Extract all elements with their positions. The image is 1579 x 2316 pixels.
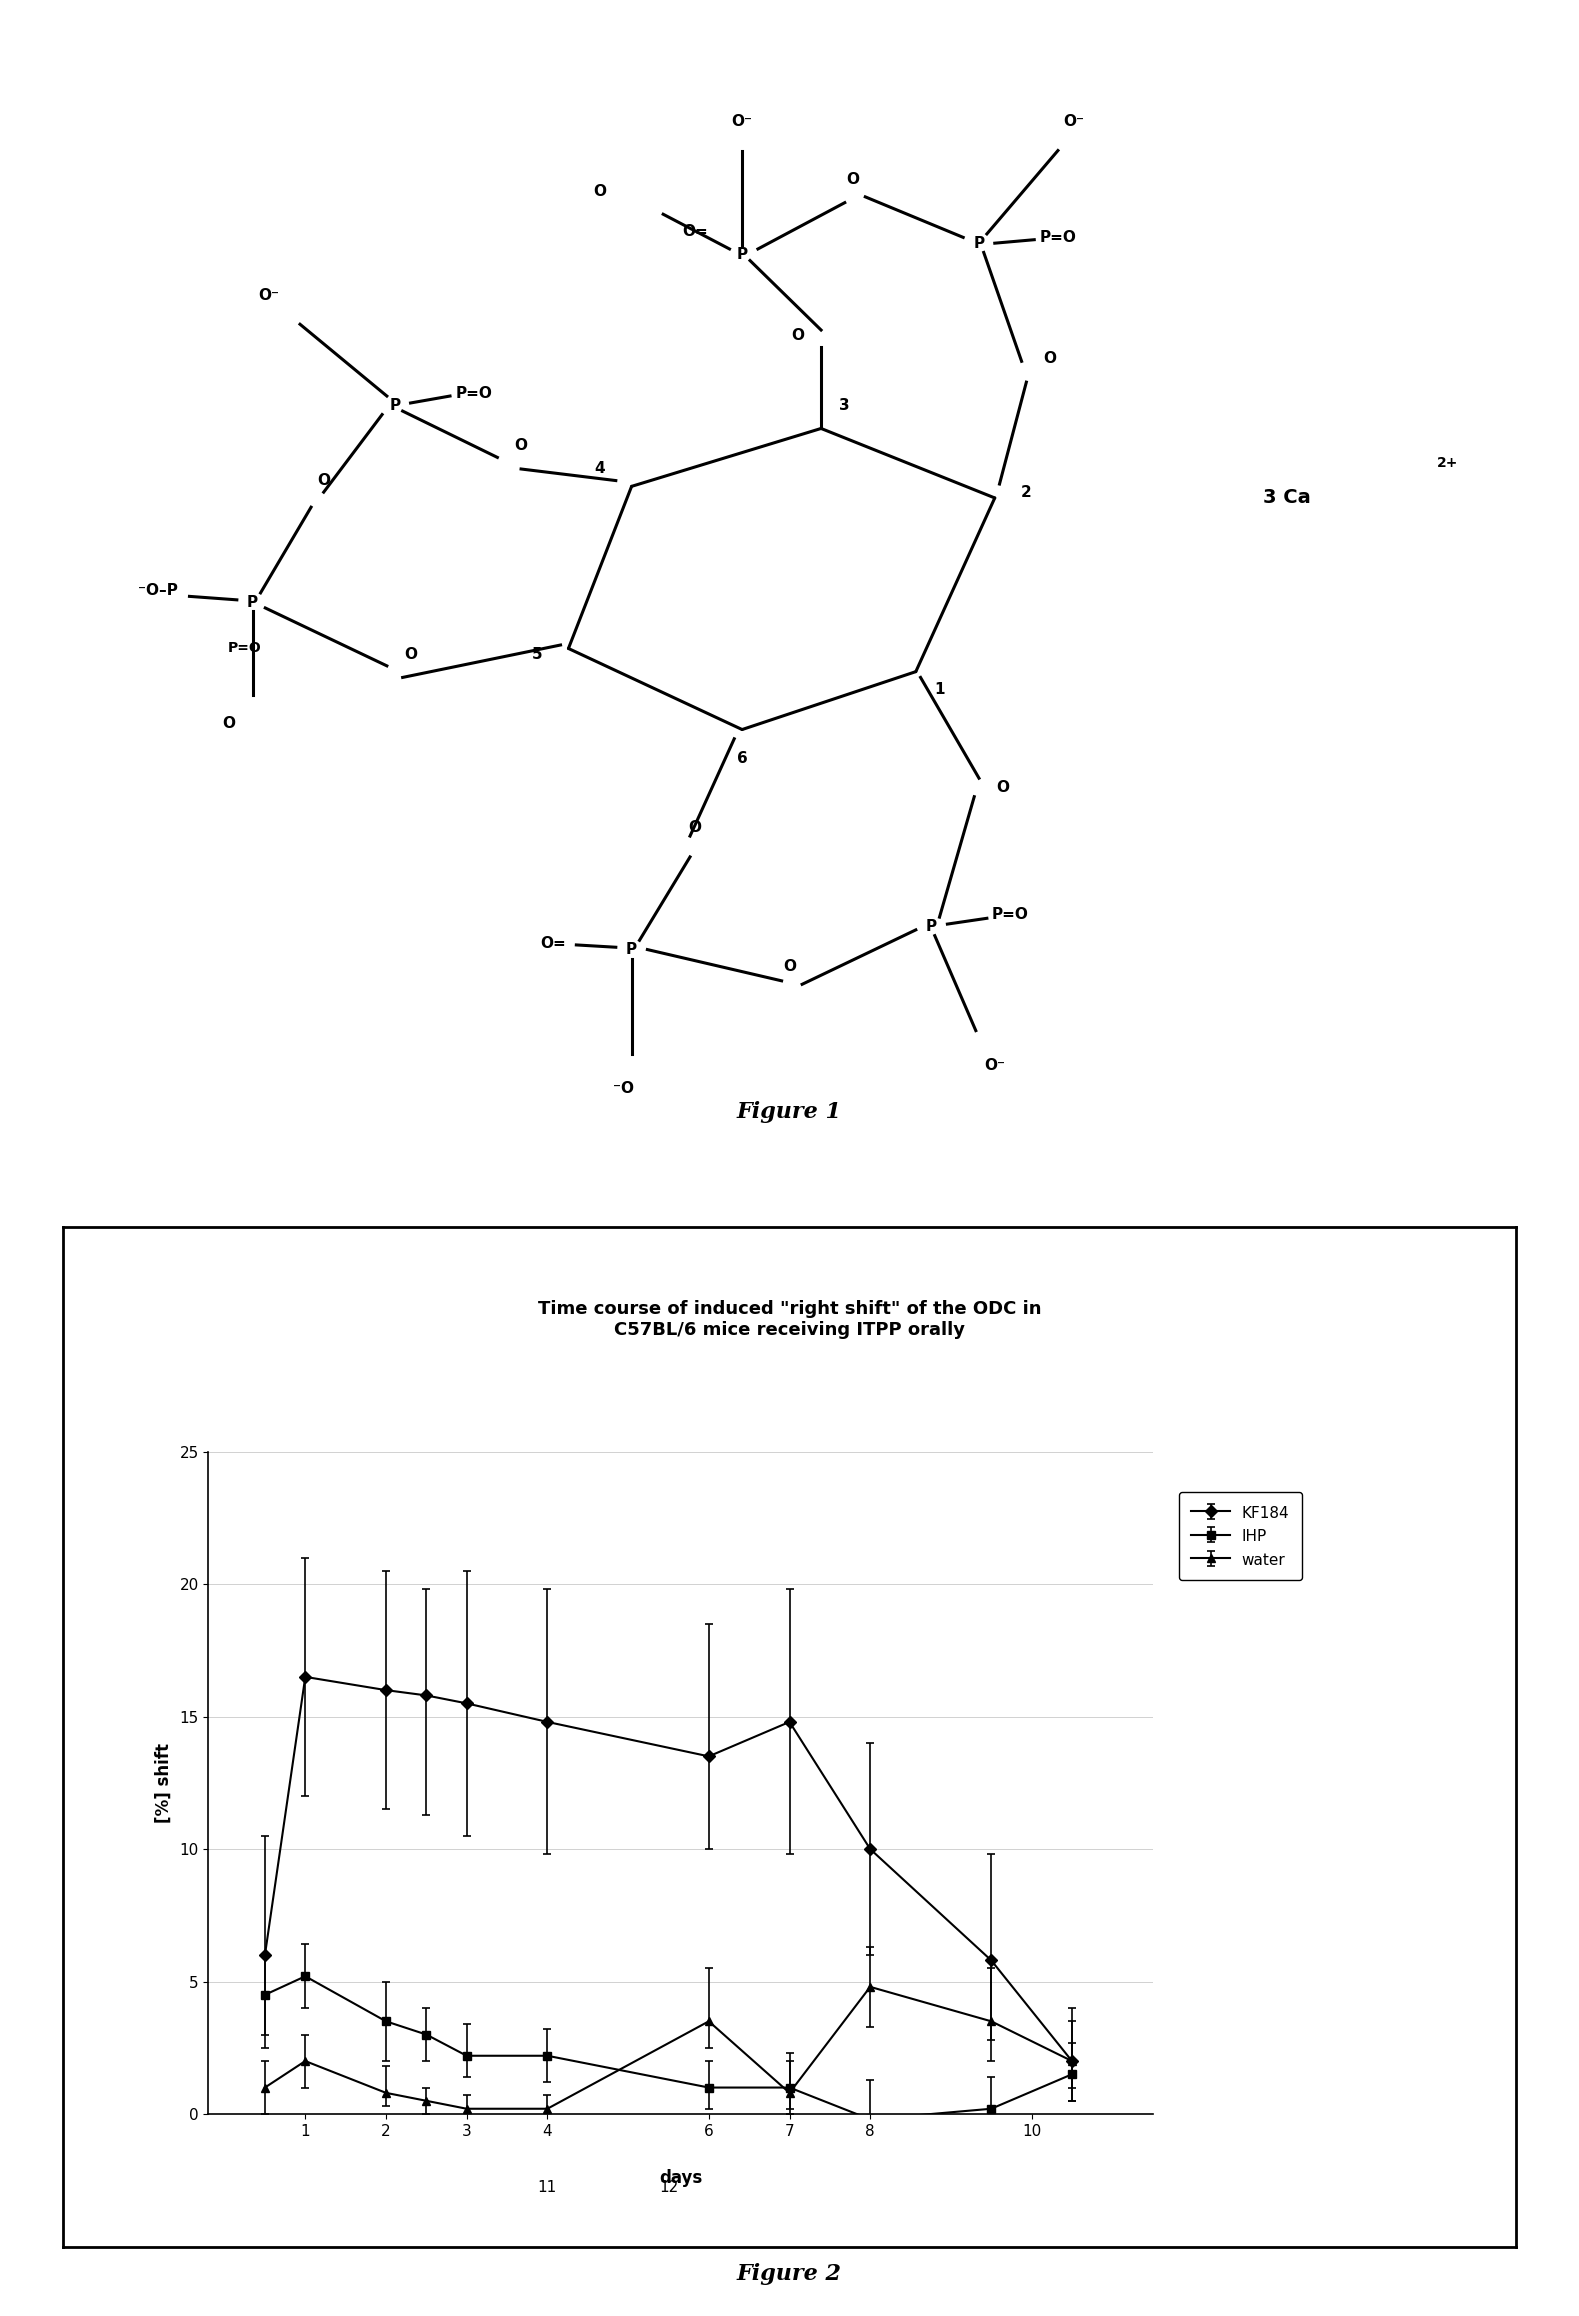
Text: P=O: P=O bbox=[227, 642, 262, 655]
Text: O: O bbox=[317, 472, 330, 489]
Text: 11: 11 bbox=[538, 2179, 557, 2196]
Text: O: O bbox=[996, 780, 1009, 794]
Text: O=: O= bbox=[540, 936, 565, 952]
Text: O: O bbox=[1044, 352, 1056, 366]
Text: P: P bbox=[925, 919, 938, 933]
Text: P: P bbox=[625, 943, 638, 957]
Text: O=: O= bbox=[682, 225, 707, 239]
Text: 4: 4 bbox=[595, 461, 605, 477]
Text: P=O: P=O bbox=[1039, 229, 1077, 245]
Text: P: P bbox=[246, 595, 259, 609]
Text: 2+: 2+ bbox=[1437, 456, 1459, 470]
Text: O: O bbox=[688, 820, 701, 836]
Text: O: O bbox=[791, 329, 804, 343]
Text: 12: 12 bbox=[658, 2179, 677, 2196]
Text: P: P bbox=[973, 236, 985, 250]
Text: 3 Ca: 3 Ca bbox=[1263, 489, 1311, 507]
Text: 5: 5 bbox=[532, 646, 542, 662]
Text: O: O bbox=[846, 171, 859, 188]
Text: Time course of induced "right shift" of the ODC in
C57BL/6 mice receiving ITPP o: Time course of induced "right shift" of … bbox=[538, 1299, 1041, 1339]
Text: Figure 2: Figure 2 bbox=[737, 2263, 842, 2286]
Text: 6: 6 bbox=[737, 750, 747, 767]
Text: ⁻O–P: ⁻O–P bbox=[137, 584, 178, 598]
Text: O: O bbox=[594, 183, 606, 199]
Text: O⁻: O⁻ bbox=[984, 1058, 1006, 1072]
Legend: KF184, IHP, water: KF184, IHP, water bbox=[1180, 1492, 1301, 1580]
Y-axis label: [%] shift: [%] shift bbox=[155, 1744, 172, 1823]
Text: 2: 2 bbox=[1022, 484, 1031, 500]
Text: O: O bbox=[223, 716, 235, 732]
Text: O⁻: O⁻ bbox=[731, 113, 753, 130]
Text: O: O bbox=[515, 438, 527, 454]
Text: O⁻: O⁻ bbox=[1063, 113, 1085, 130]
Text: O: O bbox=[783, 959, 796, 975]
Text: Figure 1: Figure 1 bbox=[737, 1100, 842, 1123]
Text: 3: 3 bbox=[840, 398, 850, 412]
Text: P: P bbox=[388, 398, 401, 412]
Text: 1: 1 bbox=[935, 681, 944, 697]
Text: P=O: P=O bbox=[992, 908, 1030, 922]
Text: P: P bbox=[736, 248, 748, 262]
Text: O: O bbox=[404, 646, 417, 662]
Text: ⁻O: ⁻O bbox=[613, 1082, 635, 1095]
Text: O⁻: O⁻ bbox=[257, 287, 279, 303]
Text: P=O: P=O bbox=[455, 387, 493, 401]
X-axis label: days: days bbox=[658, 2170, 703, 2186]
